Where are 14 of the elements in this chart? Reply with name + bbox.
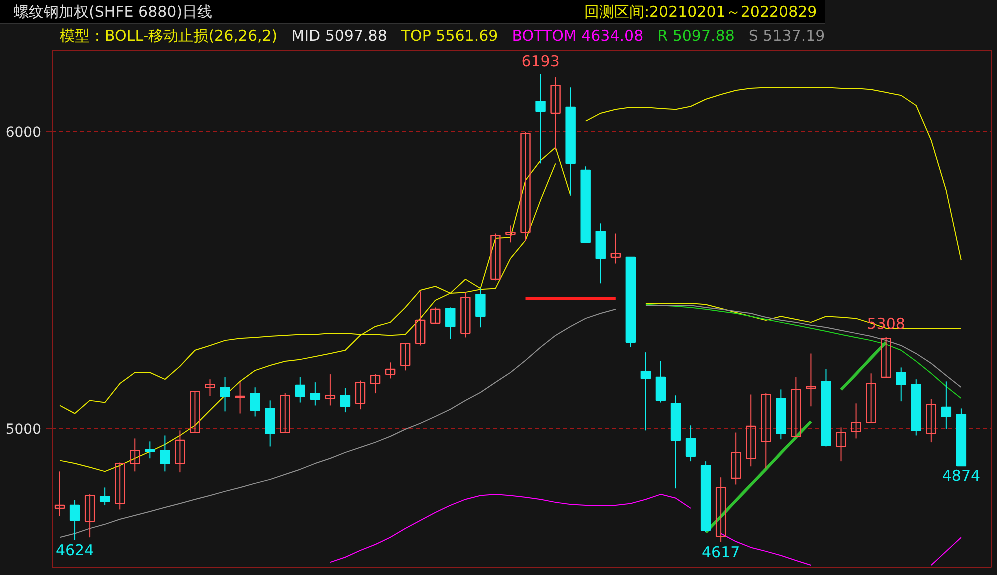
- y-tick-label: 6000: [6, 125, 42, 142]
- chart-title: 螺纹钢加权(SHFE 6880)日线: [14, 2, 213, 23]
- text: 回测区间:20210201～20220829: [584, 2, 818, 23]
- y-tick-label: 5000: [6, 422, 42, 438]
- text: BOTTOM 4634.08: [512, 26, 644, 47]
- text: R 5097.88: [658, 26, 735, 47]
- annotation: 4624: [56, 541, 94, 560]
- annotation: 4617: [702, 543, 740, 562]
- text: MID 5097.88: [292, 26, 388, 47]
- text: TOP 5561.69: [401, 26, 498, 47]
- annotation: 4874: [942, 467, 981, 486]
- text: S 5137.19: [748, 26, 826, 47]
- annotation: 6193: [522, 52, 560, 70]
- chart-subtitle: 模型：BOLL-移动止损(26,26,2): [60, 26, 278, 47]
